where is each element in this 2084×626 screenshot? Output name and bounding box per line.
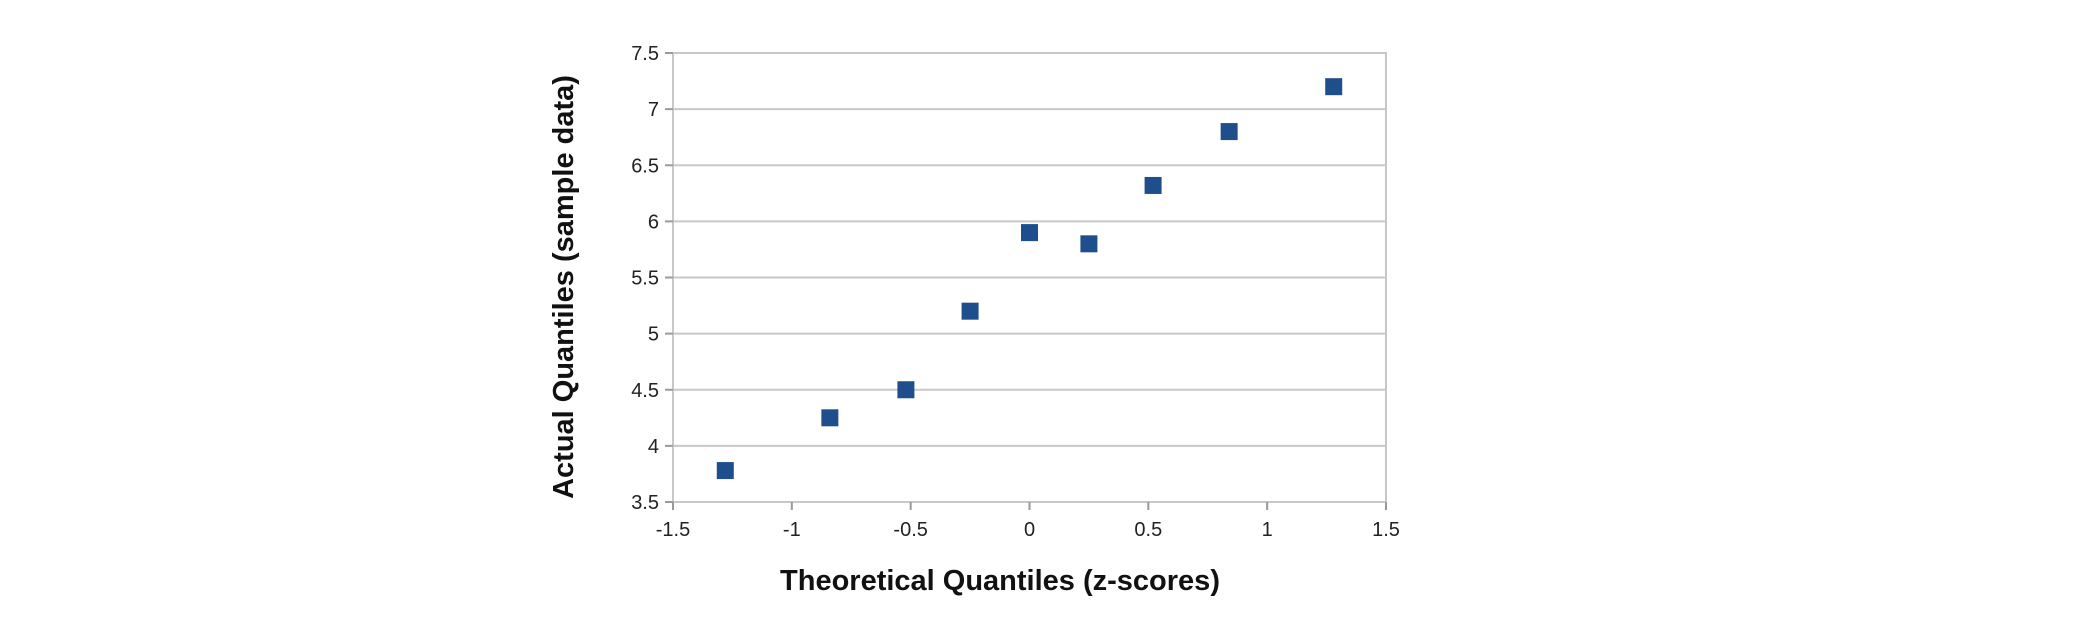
x-tick-label: 1.5 — [1372, 519, 1400, 541]
data-point — [1021, 224, 1038, 242]
y-tick-label: 6.5 — [631, 155, 659, 177]
y-axis-title: Actual Quantiles (sample data) — [548, 75, 580, 499]
data-point — [1144, 176, 1162, 194]
data-point — [716, 462, 734, 480]
y-tick-label: 6 — [648, 211, 659, 233]
y-tick-label: 7 — [648, 99, 659, 121]
x-tick-label: 0.5 — [1134, 519, 1162, 541]
data-point — [821, 409, 839, 427]
y-tick-label: 4 — [648, 436, 659, 458]
x-tick-label: -1.5 — [656, 519, 690, 541]
data-point — [961, 302, 979, 320]
x-axis-ticks: -1.5 -1 -0.5 0 0.5 1 1.5 — [656, 502, 1400, 541]
y-tick-label: 7.5 — [631, 43, 659, 65]
data-point — [1220, 123, 1238, 141]
y-tick-label: 5.5 — [631, 268, 659, 290]
data-point — [1325, 78, 1343, 96]
data-points — [716, 78, 1343, 480]
y-tick-label: 4.5 — [631, 380, 659, 402]
x-tick-label: 1 — [1262, 519, 1273, 541]
x-axis-title: Theoretical Quantiles (z-scores) — [780, 565, 1220, 597]
x-tick-label: -1 — [783, 519, 801, 541]
y-gridlines — [673, 52, 1386, 503]
x-tick-label: -0.5 — [893, 519, 927, 541]
y-axis-ticks: 3.5 4 4.5 5 5.5 6 6.5 7 7.5 — [631, 43, 673, 514]
data-point — [897, 381, 915, 399]
data-point — [1080, 235, 1098, 253]
y-tick-label: 5 — [648, 324, 659, 346]
x-tick-label: 0 — [1024, 519, 1035, 541]
y-tick-label: 3.5 — [631, 492, 659, 514]
